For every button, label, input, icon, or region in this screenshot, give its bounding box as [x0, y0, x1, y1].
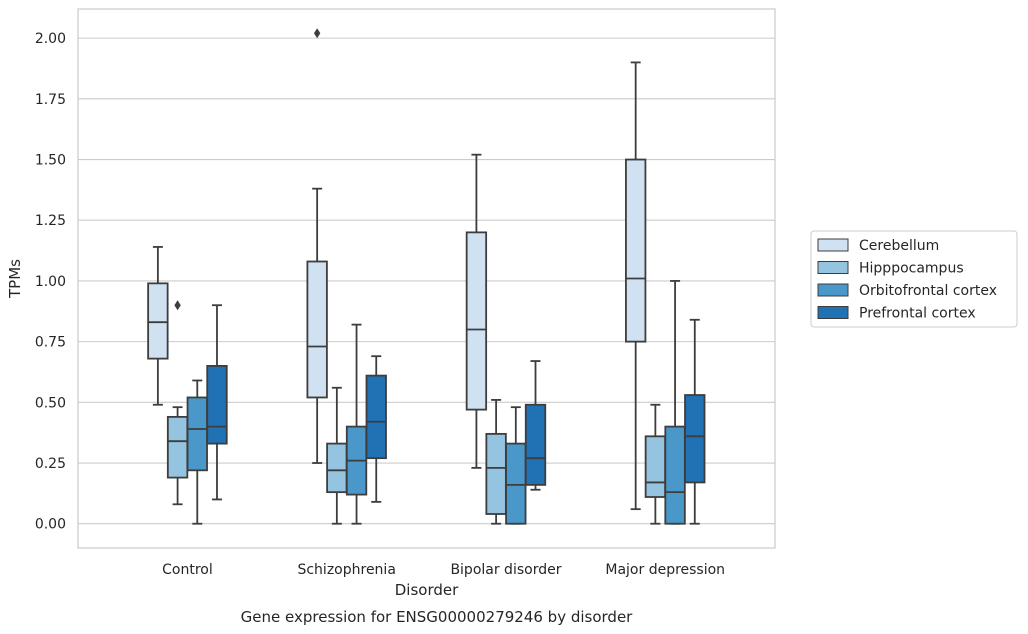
y-tick-label: 1.00 — [35, 274, 66, 290]
x-tick-label: Control — [162, 562, 213, 578]
y-tick-label: 0.75 — [35, 335, 66, 351]
box-hipppocampus — [485, 398, 507, 525]
box-prefrontal-cortex — [365, 355, 387, 503]
box-hipppocampus — [644, 403, 667, 525]
box-orbitofrontal-cortex — [186, 379, 208, 525]
box-body — [684, 394, 706, 484]
y-tick-label: 1.50 — [35, 153, 66, 169]
box-body — [326, 442, 348, 494]
box-body — [206, 365, 228, 445]
legend-swatch — [817, 238, 849, 252]
y-axis-ticks: 0.00 0.25 0.50 0.75 1.00 1.25 1.50 1.75 2.00 — [35, 31, 66, 533]
box-cerebellum — [306, 28, 328, 464]
box-body — [186, 396, 208, 472]
y-axis-label: TPMs — [6, 259, 24, 299]
boxes — [147, 28, 706, 525]
box-body — [147, 282, 169, 360]
y-tick-label: 2.00 — [35, 31, 66, 47]
y-tick-label: 0.00 — [35, 517, 66, 533]
legend-swatch — [817, 306, 849, 319]
legend-label: Orbitofrontal cortex — [859, 283, 997, 299]
box-cerebellum — [625, 61, 647, 511]
box-hipppocampus — [326, 386, 348, 525]
box-body — [664, 425, 686, 525]
box-cerebellum — [465, 153, 488, 469]
box-body — [644, 435, 667, 498]
box-body — [465, 231, 488, 411]
chart-caption: Gene expression for ENSG00000279246 by d… — [241, 608, 634, 626]
x-tick-label: Bipolar disorder — [450, 562, 561, 578]
box-orbitofrontal-cortex — [505, 406, 527, 525]
box-body — [524, 403, 547, 486]
y-tick-label: 0.25 — [35, 456, 66, 472]
box-body — [505, 442, 527, 525]
box-body — [166, 415, 189, 479]
box-body — [306, 260, 328, 399]
outlier-point — [174, 300, 181, 311]
legend-label: Prefrontal cortex — [859, 306, 976, 322]
box-prefrontal-cortex — [206, 304, 228, 501]
outlier-point — [313, 28, 321, 39]
box-cerebellum — [147, 246, 169, 406]
x-axis-ticks: Control Schizophrenia Bipolar disorder Majo… — [162, 562, 725, 578]
x-tick-label: Schizophrenia — [297, 562, 395, 578]
box-orbitofrontal-cortex — [345, 323, 368, 525]
box-body — [365, 374, 387, 460]
y-tick-label: 1.25 — [35, 213, 66, 229]
y-tick-label: 1.75 — [35, 92, 66, 108]
box-body — [625, 158, 647, 343]
box-body — [485, 432, 507, 515]
legend-label: Cerebellum — [859, 238, 939, 254]
legend: Cerebellum Hipppocampus Orbitofrontal cort… — [810, 230, 1018, 328]
x-axis-label: Disorder — [395, 581, 459, 599]
y-tick-label: 0.50 — [35, 395, 66, 411]
legend-swatch — [817, 261, 849, 274]
plot-area — [77, 8, 776, 549]
box-prefrontal-cortex — [684, 318, 706, 525]
legend-label: Hipppocampus — [859, 261, 964, 277]
legend-swatch — [817, 283, 849, 297]
box-prefrontal-cortex — [524, 360, 547, 491]
x-tick-label: Major depression — [605, 562, 725, 578]
legend-frame — [810, 230, 1018, 328]
